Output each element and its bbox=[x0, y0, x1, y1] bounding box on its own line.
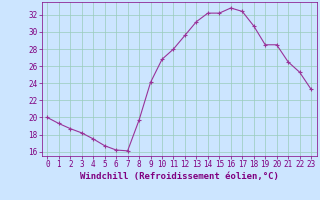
X-axis label: Windchill (Refroidissement éolien,°C): Windchill (Refroidissement éolien,°C) bbox=[80, 172, 279, 181]
